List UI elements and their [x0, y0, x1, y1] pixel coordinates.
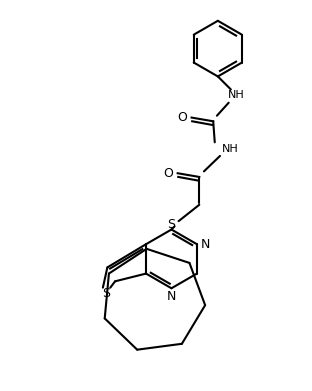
Text: NH: NH — [228, 90, 245, 100]
Text: O: O — [163, 167, 173, 180]
Text: NH: NH — [222, 144, 239, 154]
Text: N: N — [201, 238, 210, 251]
Text: O: O — [177, 111, 187, 124]
Text: N: N — [167, 291, 176, 303]
Text: S: S — [103, 287, 110, 300]
Text: S: S — [168, 219, 175, 231]
